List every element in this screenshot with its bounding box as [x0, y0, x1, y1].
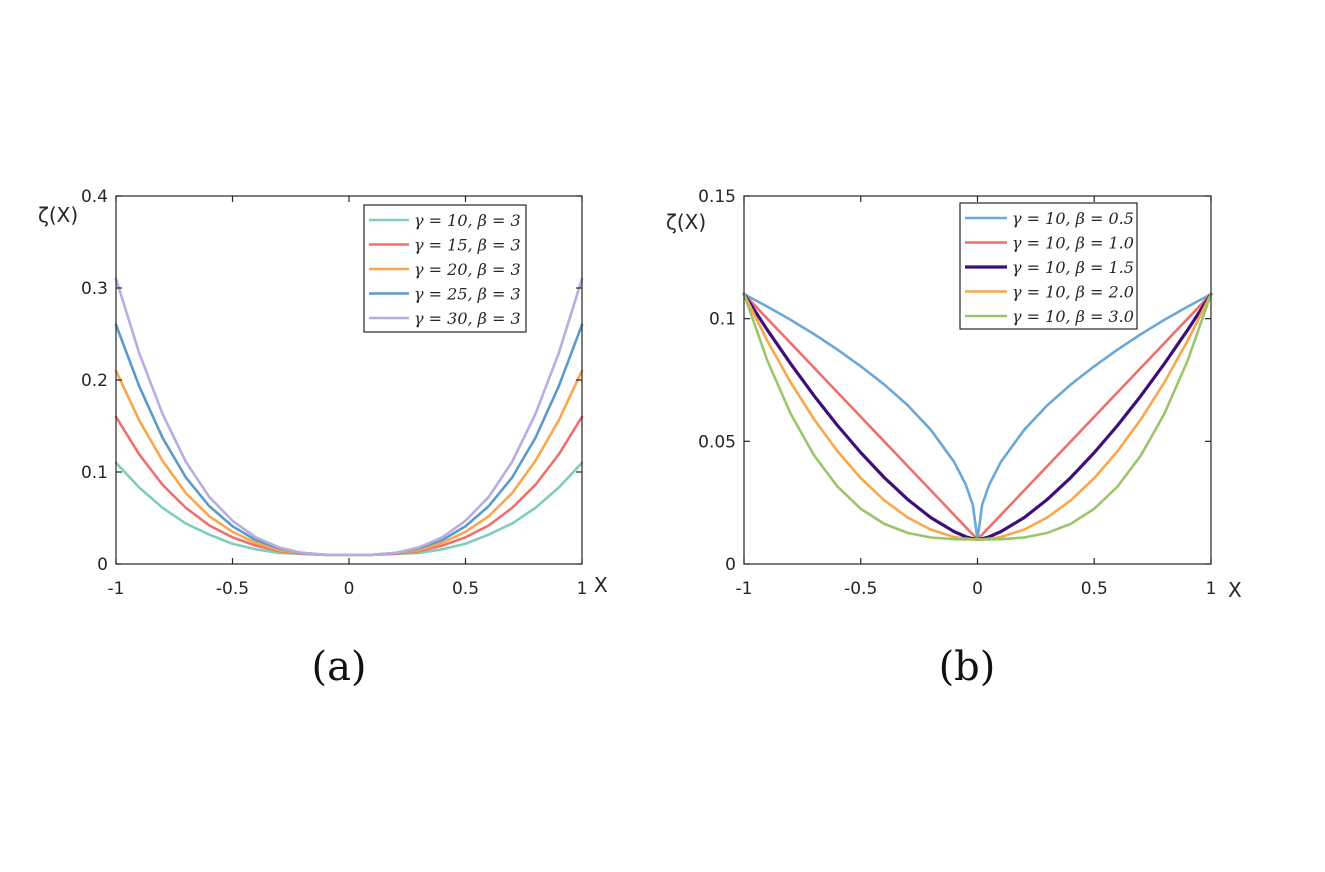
legend-label-4: γ = 25, β = 3	[414, 285, 521, 304]
legend-label-5: γ = 10, β = 3.0	[1012, 307, 1134, 326]
y-tick-label: 0	[97, 555, 108, 575]
y-tick-label: 0.1	[709, 310, 736, 330]
panel-caption: (a)	[311, 644, 366, 690]
x-tick-label: -1	[108, 579, 125, 599]
legend-label-1: γ = 10, β = 3	[414, 211, 521, 230]
series-line-5	[742, 292, 1213, 541]
y-tick-label: 0.15	[698, 187, 736, 207]
legend-label-2: γ = 10, β = 1.0	[1012, 234, 1134, 253]
series-line-5	[114, 277, 584, 557]
legend-label-1: γ = 10, β = 0.5	[1012, 209, 1134, 228]
panel-caption: (b)	[939, 644, 996, 690]
legend-label-2: γ = 15, β = 3	[414, 236, 521, 255]
x-axis-label: X	[594, 573, 608, 597]
x-tick-label: -1	[736, 579, 753, 599]
x-tick-label: 0.5	[452, 579, 479, 599]
panel-a: -1 -0.5 0 0.5 1 0 0.1 0.2 0.3 0.4ζ(X) Xγ = 10, β =…	[38, 187, 608, 690]
legend-label-4: γ = 10, β = 2.0	[1012, 283, 1134, 302]
legend-label-5: γ = 30, β = 3	[414, 309, 521, 328]
panel-b: -1 -0.5 0 0.5 1 0 0.05 0.1 0.15 ζ(X) Xγ = 10, β = …	[666, 187, 1242, 690]
y-tick-label: 0	[725, 555, 736, 575]
x-tick-label: -0.5	[844, 579, 877, 599]
x-tick-label: 1	[577, 579, 588, 599]
x-tick-label: 0.5	[1081, 579, 1108, 599]
x-tick-label: 1	[1206, 579, 1217, 599]
y-tick-label: 0.3	[81, 279, 108, 299]
y-tick-label: 0.1	[81, 463, 108, 483]
y-tick-label: 0.05	[698, 432, 736, 452]
x-tick-label: 0	[344, 579, 355, 599]
x-tick-label: 0	[972, 579, 983, 599]
x-tick-label: -0.5	[216, 579, 249, 599]
y-tick-label: 0.2	[81, 371, 108, 391]
legend-label-3: γ = 20, β = 3	[414, 260, 521, 279]
y-axis-label: ζ(X)	[666, 210, 706, 234]
y-tick-label: 0.4	[81, 187, 108, 207]
legend-label-3: γ = 10, β = 1.5	[1012, 258, 1134, 277]
x-axis-label: X	[1228, 578, 1242, 602]
y-axis-label: ζ(X)	[38, 203, 78, 227]
